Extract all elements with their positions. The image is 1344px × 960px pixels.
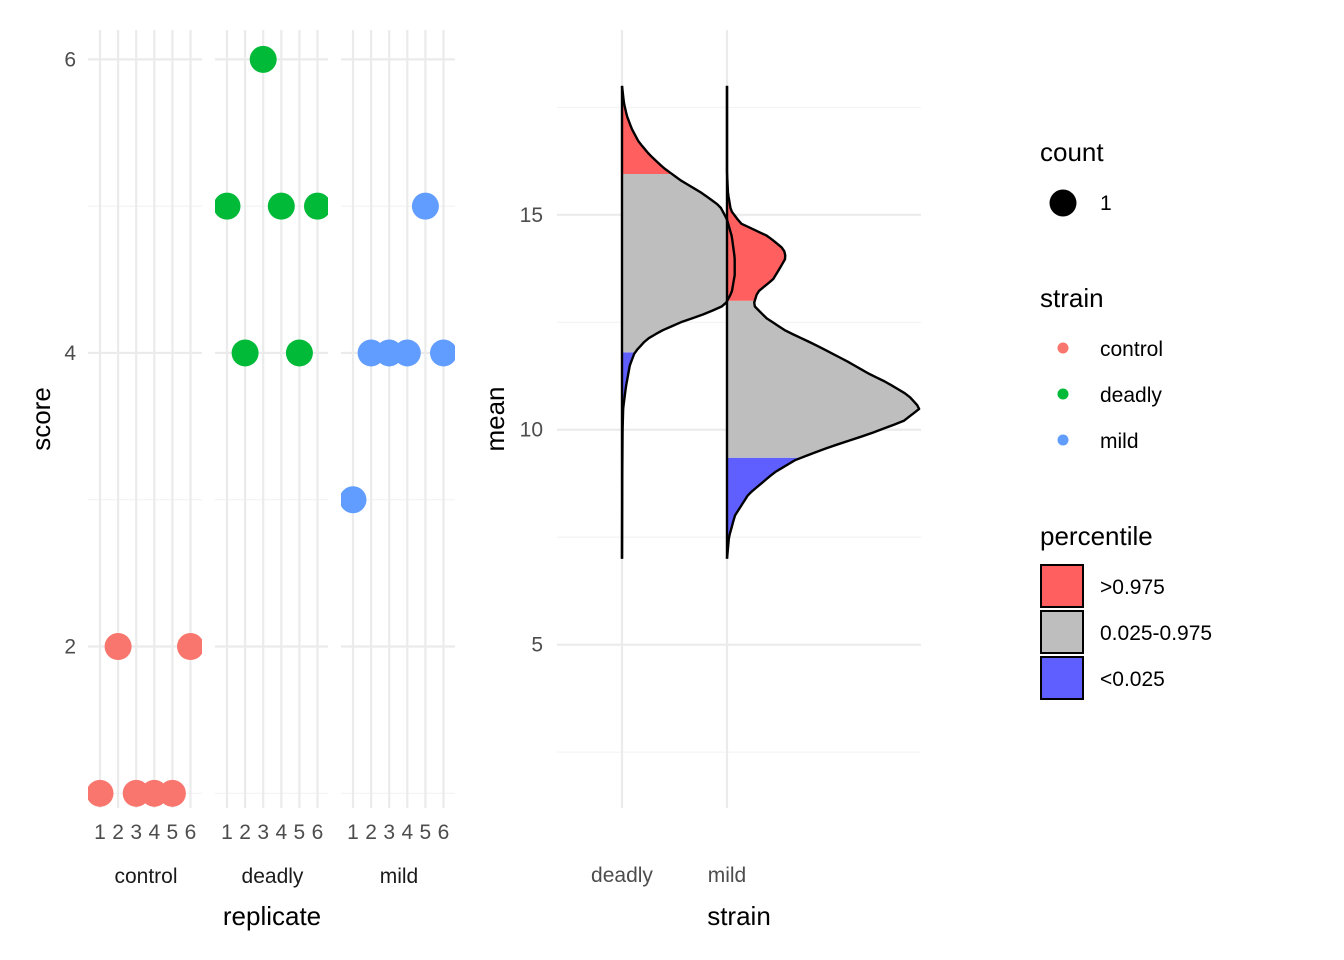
facet-panel-control: 1 2 3 4 5 6 control	[88, 30, 202, 888]
x-tick-label: 5	[420, 821, 432, 844]
x-tick-label: 4	[148, 821, 160, 844]
percentile-band-high	[622, 85, 672, 174]
legend-strain-key-control	[1057, 342, 1069, 354]
data-point-deadly	[231, 339, 259, 367]
violin-deadly	[622, 85, 735, 559]
facet-panel-mild: 1 2 3 4 5 6 mild	[341, 30, 455, 888]
legend-strain-key-mild	[1057, 434, 1069, 446]
y-tick-label: 10	[520, 419, 543, 442]
data-point-deadly	[267, 192, 295, 220]
percentile-band-low	[622, 352, 635, 559]
data-point-deadly	[304, 192, 328, 220]
facet-strip-label: deadly	[242, 865, 304, 888]
legend: count 1 strain control deadly mild perce…	[1040, 137, 1212, 700]
facet-strip-label: mild	[380, 865, 419, 888]
legend-percentile-key-mid	[1040, 610, 1084, 654]
x-tick-label-deadly: deadly	[591, 864, 653, 887]
x-tick-label: 3	[130, 821, 142, 844]
violin-mild	[727, 85, 919, 559]
x-tick-label: 3	[383, 821, 395, 844]
y-tick-label: 15	[520, 204, 543, 227]
data-point-control	[158, 779, 186, 807]
legend-count-label: 1	[1100, 192, 1112, 215]
x-tick-label: 2	[239, 821, 251, 844]
x-tick-label: 4	[275, 821, 287, 844]
x-tick-label: 2	[112, 821, 124, 844]
legend-percentile-key-high	[1040, 564, 1084, 608]
x-tick-label: 1	[94, 821, 106, 844]
y-tick-label: 4	[64, 342, 76, 365]
data-point-deadly	[215, 192, 241, 220]
data-point-deadly	[249, 45, 277, 73]
violin-y-axis-title: mean	[480, 386, 510, 451]
legend-count-title: count	[1040, 137, 1104, 167]
legend-percentile-title: percentile	[1040, 521, 1153, 551]
dotplot-y-axis-title: score	[26, 387, 56, 451]
x-tick-label: 6	[438, 821, 450, 844]
legend-percentile-label-high: >0.975	[1100, 576, 1165, 599]
data-point-control	[104, 633, 132, 661]
y-tick-label: 2	[64, 636, 76, 659]
data-point-mild	[411, 192, 439, 220]
percentile-band-mid	[622, 173, 735, 353]
dotplot-x-axis-title: replicate	[223, 901, 321, 931]
y-tick-label: 6	[64, 48, 76, 71]
legend-strain-label-mild: mild	[1100, 430, 1139, 453]
x-tick-label: 6	[185, 821, 197, 844]
percentile-band-low	[727, 457, 802, 559]
data-point-mild	[430, 339, 455, 367]
facet-strip-label: control	[114, 865, 177, 888]
y-tick-label: 5	[531, 634, 543, 657]
legend-count-key	[1049, 189, 1077, 217]
x-tick-label: 2	[365, 821, 377, 844]
legend-strain-key-deadly	[1057, 388, 1069, 400]
data-point-control	[177, 633, 202, 661]
x-tick-label: 5	[167, 821, 179, 844]
facet-points	[88, 633, 202, 807]
facet-panel-deadly: 1 2 3 4 5 6 deadly	[215, 30, 328, 888]
facet-points	[215, 45, 328, 367]
data-point-mild	[393, 339, 421, 367]
legend-strain-title: strain	[1040, 283, 1104, 313]
legend-strain-label-control: control	[1100, 338, 1163, 361]
x-tick-label-mild: mild	[708, 864, 747, 887]
x-tick-label: 6	[312, 821, 324, 844]
legend-percentile-label-low: <0.025	[1100, 668, 1165, 691]
x-tick-label: 1	[347, 821, 359, 844]
legend-percentile-label-mid: 0.025-0.975	[1100, 622, 1212, 645]
x-tick-label: 1	[221, 821, 233, 844]
facet-points	[341, 192, 455, 514]
legend-strain-label-deadly: deadly	[1100, 384, 1162, 407]
percentile-band-mid	[727, 300, 919, 458]
data-point-deadly	[285, 339, 313, 367]
data-point-control	[88, 779, 114, 807]
data-point-mild	[341, 486, 367, 514]
percentile-band-high	[727, 85, 786, 301]
legend-percentile-key-low	[1040, 656, 1084, 700]
x-tick-label: 3	[257, 821, 269, 844]
x-tick-label: 5	[294, 821, 306, 844]
violin-x-axis-title: strain	[707, 901, 771, 931]
x-tick-label: 4	[401, 821, 413, 844]
strain-mean-violin: 5 10 15 deadly mild	[520, 30, 921, 887]
